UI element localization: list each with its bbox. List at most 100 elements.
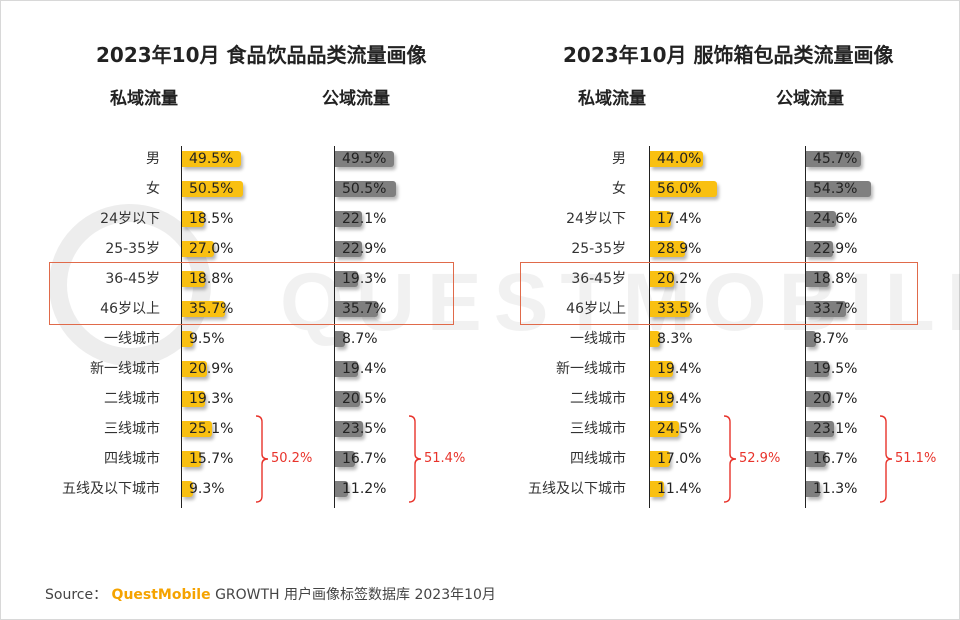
public-bar — [335, 421, 364, 437]
private-axis-line — [181, 146, 182, 508]
public-value-label: 19.5% — [813, 361, 858, 377]
private-value-label: 20.9% — [189, 361, 234, 377]
category-label: 五线及以下城市 — [528, 481, 626, 497]
private-bar — [182, 211, 205, 227]
private-value-label: 19.4% — [657, 361, 702, 377]
category-label: 三线城市 — [570, 421, 626, 437]
private-value-label: 35.7% — [189, 301, 234, 317]
private-bar — [182, 451, 201, 467]
public-axis-line — [805, 146, 806, 508]
category-label: 女 — [146, 181, 160, 197]
private-bar — [650, 151, 703, 167]
public-bar — [806, 301, 847, 317]
private-value-label: 19.4% — [657, 391, 702, 407]
private-value-label: 9.3% — [189, 481, 225, 497]
private-bar — [650, 241, 685, 257]
private-value-label: 17.0% — [657, 451, 702, 467]
public-bar — [335, 271, 359, 287]
private-value-label: 17.4% — [657, 211, 702, 227]
private-value-label: 50.5% — [189, 181, 234, 197]
private-value-label: 28.9% — [657, 241, 702, 257]
private-series-header: 私域流量 — [110, 89, 178, 109]
private-value-label: 11.4% — [657, 481, 702, 497]
public-bar — [806, 181, 872, 197]
public-bar — [335, 481, 349, 497]
bracket-icon — [723, 415, 737, 503]
public-value-label: 8.7% — [342, 331, 378, 347]
private-value-label: 18.5% — [189, 211, 234, 227]
private-value-label: 49.5% — [189, 151, 234, 167]
public-value-label: 8.7% — [813, 331, 849, 347]
private-bar — [650, 301, 691, 317]
public-bar — [335, 331, 346, 347]
public-value-label: 23.1% — [813, 421, 858, 437]
public-series-header: 公域流量 — [322, 89, 390, 109]
category-label: 46岁以上 — [566, 301, 626, 317]
public-bar — [335, 151, 395, 167]
category-label: 24岁以下 — [100, 211, 160, 227]
category-label: 36-45岁 — [571, 271, 626, 287]
watermark-text: QUESTMOBILE — [280, 257, 960, 348]
highlight-box — [520, 262, 918, 325]
source-brand: QuestMobile — [111, 587, 211, 603]
public-value-label: 45.7% — [813, 151, 858, 167]
public-value-label: 33.7% — [813, 301, 858, 317]
public-value-label: 54.3% — [813, 181, 858, 197]
private-value-label: 33.5% — [657, 301, 702, 317]
private-bar — [182, 331, 194, 347]
bracket-icon — [408, 415, 422, 503]
source-prefix: Source： — [45, 587, 108, 603]
private-value-label: 18.8% — [189, 271, 234, 287]
public-value-label: 20.5% — [342, 391, 387, 407]
private-bar — [650, 391, 674, 407]
private-bar — [650, 361, 674, 377]
public-value-label: 35.7% — [342, 301, 387, 317]
private-bar — [650, 481, 664, 497]
private-value-label: 25.1% — [189, 421, 234, 437]
category-label: 一线城市 — [570, 331, 626, 347]
public-bar — [335, 301, 378, 317]
private-bar — [650, 271, 675, 287]
private-value-label: 20.2% — [657, 271, 702, 287]
category-label: 女 — [612, 181, 626, 197]
chart-title: 2023年10月 食品饮品品类流量画像 — [96, 43, 427, 67]
chart-title: 2023年10月 服饰箱包品类流量画像 — [563, 43, 894, 67]
private-axis-line — [649, 146, 650, 508]
public-value-label: 16.7% — [342, 451, 387, 467]
private-bar — [182, 181, 243, 197]
source-line: Source： QuestMobile GROWTH 用户画像标签数据库 202… — [45, 585, 496, 605]
private-value-label: 9.5% — [189, 331, 225, 347]
category-label: 三线城市 — [104, 421, 160, 437]
public-value-label: 50.5% — [342, 181, 387, 197]
category-label: 二线城市 — [570, 391, 626, 407]
public-bar — [806, 451, 827, 467]
bracket-total-label: 50.2% — [271, 451, 313, 466]
public-bar — [335, 181, 396, 197]
public-value-label: 19.4% — [342, 361, 387, 377]
private-bar — [650, 451, 671, 467]
public-bar — [806, 391, 831, 407]
bracket-icon — [255, 415, 269, 503]
public-value-label: 20.7% — [813, 391, 858, 407]
public-bar — [806, 271, 829, 287]
private-value-label: 27.0% — [189, 241, 234, 257]
private-value-label: 15.7% — [189, 451, 234, 467]
public-bar — [806, 361, 830, 377]
private-series-header: 私域流量 — [578, 89, 646, 109]
bracket-total-label: 52.9% — [739, 451, 781, 466]
bracket-total-label: 51.4% — [424, 451, 466, 466]
category-label: 25-35岁 — [105, 241, 160, 257]
public-value-label: 22.9% — [813, 241, 858, 257]
public-bar — [335, 391, 360, 407]
public-axis-line — [334, 146, 335, 508]
private-bar — [182, 271, 205, 287]
category-label: 36-45岁 — [105, 271, 160, 287]
public-value-label: 49.5% — [342, 151, 387, 167]
bracket-icon — [879, 415, 893, 503]
category-label: 新一线城市 — [90, 361, 160, 377]
public-value-label: 11.2% — [342, 481, 387, 497]
public-bar — [335, 451, 356, 467]
category-label: 男 — [612, 151, 626, 167]
category-label: 四线城市 — [570, 451, 626, 467]
